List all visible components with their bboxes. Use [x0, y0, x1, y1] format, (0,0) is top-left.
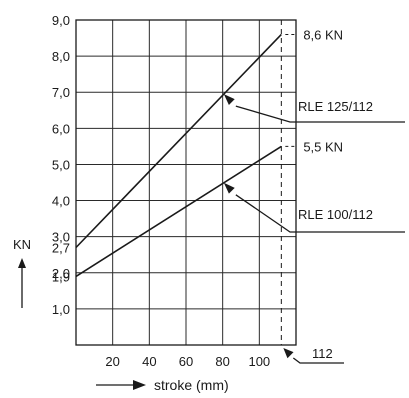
stroke-112-label: 112 — [312, 346, 333, 361]
x-tick-label: 60 — [179, 354, 193, 369]
y-tick-label: 2,0 — [52, 266, 70, 281]
plot-frame — [75, 19, 297, 346]
y-tick-label: 1,0 — [52, 302, 70, 317]
annotations: 8,6 KN 5,5 KN RLE 125/112 RLE 100/112 112 — [223, 27, 405, 364]
leader-arrowhead — [223, 182, 235, 194]
leader-arrowhead — [223, 94, 235, 105]
stroke-112-arrowhead — [283, 348, 294, 359]
x-tick-label: 100 — [248, 354, 270, 369]
end-value-label: 5,5 KN — [303, 139, 343, 154]
series-line-1 — [75, 33, 282, 249]
x-tick-label: 40 — [142, 354, 156, 369]
reference-lines — [280, 20, 298, 345]
series-label-leader — [235, 105, 405, 123]
end-value-label: 8,6 KN — [303, 27, 343, 42]
x-tick-label: 20 — [105, 354, 119, 369]
y-tick-label: 7,0 — [52, 85, 70, 100]
plot-border — [75, 19, 297, 346]
y-tick-label: 3,0 — [52, 230, 70, 245]
grid — [76, 19, 296, 345]
y-tick-labels: 1,0 2,0 3,0 4,0 5,0 6,0 7,0 8,0 9,0 2,7 1,9 — [52, 13, 70, 317]
y-tick-label: 5,0 — [52, 157, 70, 172]
y-axis-label: KN — [13, 237, 31, 252]
series-label: RLE 100/112 — [298, 207, 373, 222]
y-extra-label: 1,9 — [52, 269, 70, 284]
x-tick-label: 80 — [215, 354, 229, 369]
stroke-112-leader — [292, 357, 344, 364]
series-label: RLE 125/112 — [298, 99, 373, 114]
x-axis-label: stroke (mm) — [154, 377, 229, 393]
series-label-leader — [235, 194, 405, 233]
y-extra-label: 2,7 — [52, 241, 70, 256]
up-arrow-icon — [18, 258, 26, 308]
series-line-2 — [75, 145, 282, 278]
y-tick-label: 8,0 — [52, 49, 70, 64]
x-tick-labels: 20 40 60 80 100 — [105, 354, 270, 369]
y-tick-label: 6,0 — [52, 121, 70, 136]
y-tick-label: 9,0 — [52, 13, 70, 28]
y-tick-label: 4,0 — [52, 194, 70, 209]
right-arrow-icon — [96, 380, 146, 390]
series-lines — [75, 33, 282, 278]
